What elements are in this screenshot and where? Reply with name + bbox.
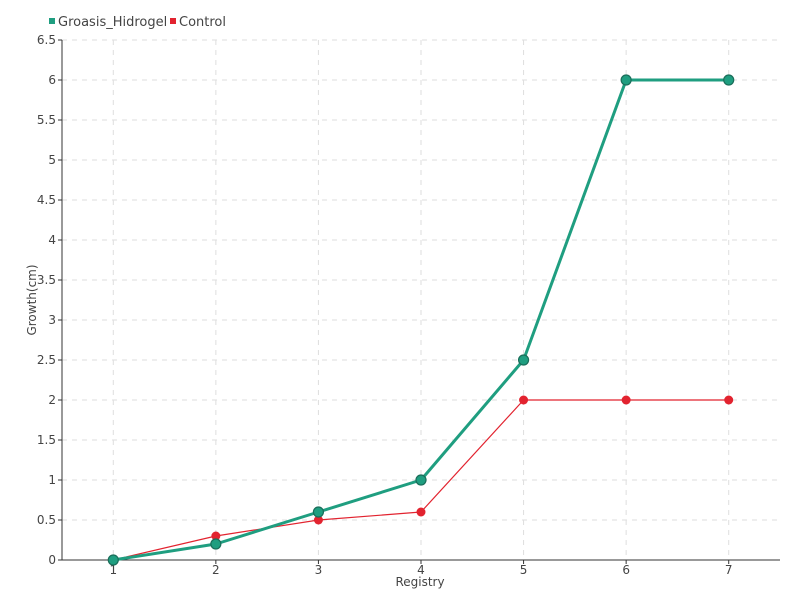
data-point[interactable] (621, 395, 631, 405)
legend-item[interactable]: Groasis_Hidrogel (49, 15, 167, 30)
data-point[interactable] (313, 515, 323, 525)
data-point[interactable] (415, 474, 427, 486)
y-tick-label: 2.5 (37, 353, 56, 367)
x-tick-label: 4 (417, 563, 425, 577)
y-tick-label: 6.5 (37, 33, 56, 47)
series-control (108, 395, 734, 565)
series-layer (107, 74, 735, 566)
data-point[interactable] (724, 395, 734, 405)
x-tick-label: 2 (212, 563, 220, 577)
data-point[interactable] (416, 507, 426, 517)
x-tick-label: 5 (520, 563, 528, 577)
data-point[interactable] (107, 554, 119, 566)
data-point[interactable] (723, 74, 735, 86)
x-axis-ticks: 1 2 3 4 5 6 7 (109, 560, 733, 577)
legend-label: Groasis_Hidrogel (58, 15, 167, 30)
series-groasis-hidrogel (107, 74, 735, 566)
data-point[interactable] (519, 395, 529, 405)
legend-label: Control (179, 15, 226, 30)
y-tick-label: 1 (48, 473, 56, 487)
legend: Groasis_Hidrogel Control (49, 15, 226, 30)
grid (62, 39, 780, 560)
data-point[interactable] (517, 354, 530, 366)
data-point[interactable] (620, 74, 632, 86)
y-axis-ticks: 0 0.5 1 1.5 2 2.5 3 3.5 4 4.5 5 5.5 6 6.5 (37, 33, 62, 567)
x-tick-label: 7 (725, 563, 733, 577)
y-tick-label: 6 (48, 73, 56, 87)
y-tick-label: 0.5 (37, 513, 56, 527)
y-tick-label: 5.5 (37, 113, 56, 127)
x-tick-label: 3 (315, 563, 323, 577)
y-tick-label: 4.5 (37, 193, 56, 207)
y-tick-label: 5 (48, 153, 56, 167)
data-point[interactable] (210, 538, 222, 550)
x-tick-label: 1 (109, 563, 117, 577)
y-tick-label: 4 (48, 233, 56, 247)
legend-swatch (49, 18, 55, 24)
y-tick-label: 0 (48, 553, 56, 567)
legend-item[interactable]: Control (170, 15, 226, 30)
x-axis-title: Registry (395, 575, 444, 589)
legend-swatch (170, 18, 176, 24)
y-tick-label: 2 (48, 393, 56, 407)
data-point[interactable] (312, 506, 325, 518)
x-tick-label: 6 (622, 563, 630, 577)
y-tick-label: 1.5 (37, 433, 56, 447)
data-point[interactable] (211, 531, 221, 541)
y-tick-label: 3 (48, 313, 56, 327)
y-tick-label: 3.5 (37, 273, 56, 287)
y-axis-title: Growth(cm) (25, 264, 39, 335)
